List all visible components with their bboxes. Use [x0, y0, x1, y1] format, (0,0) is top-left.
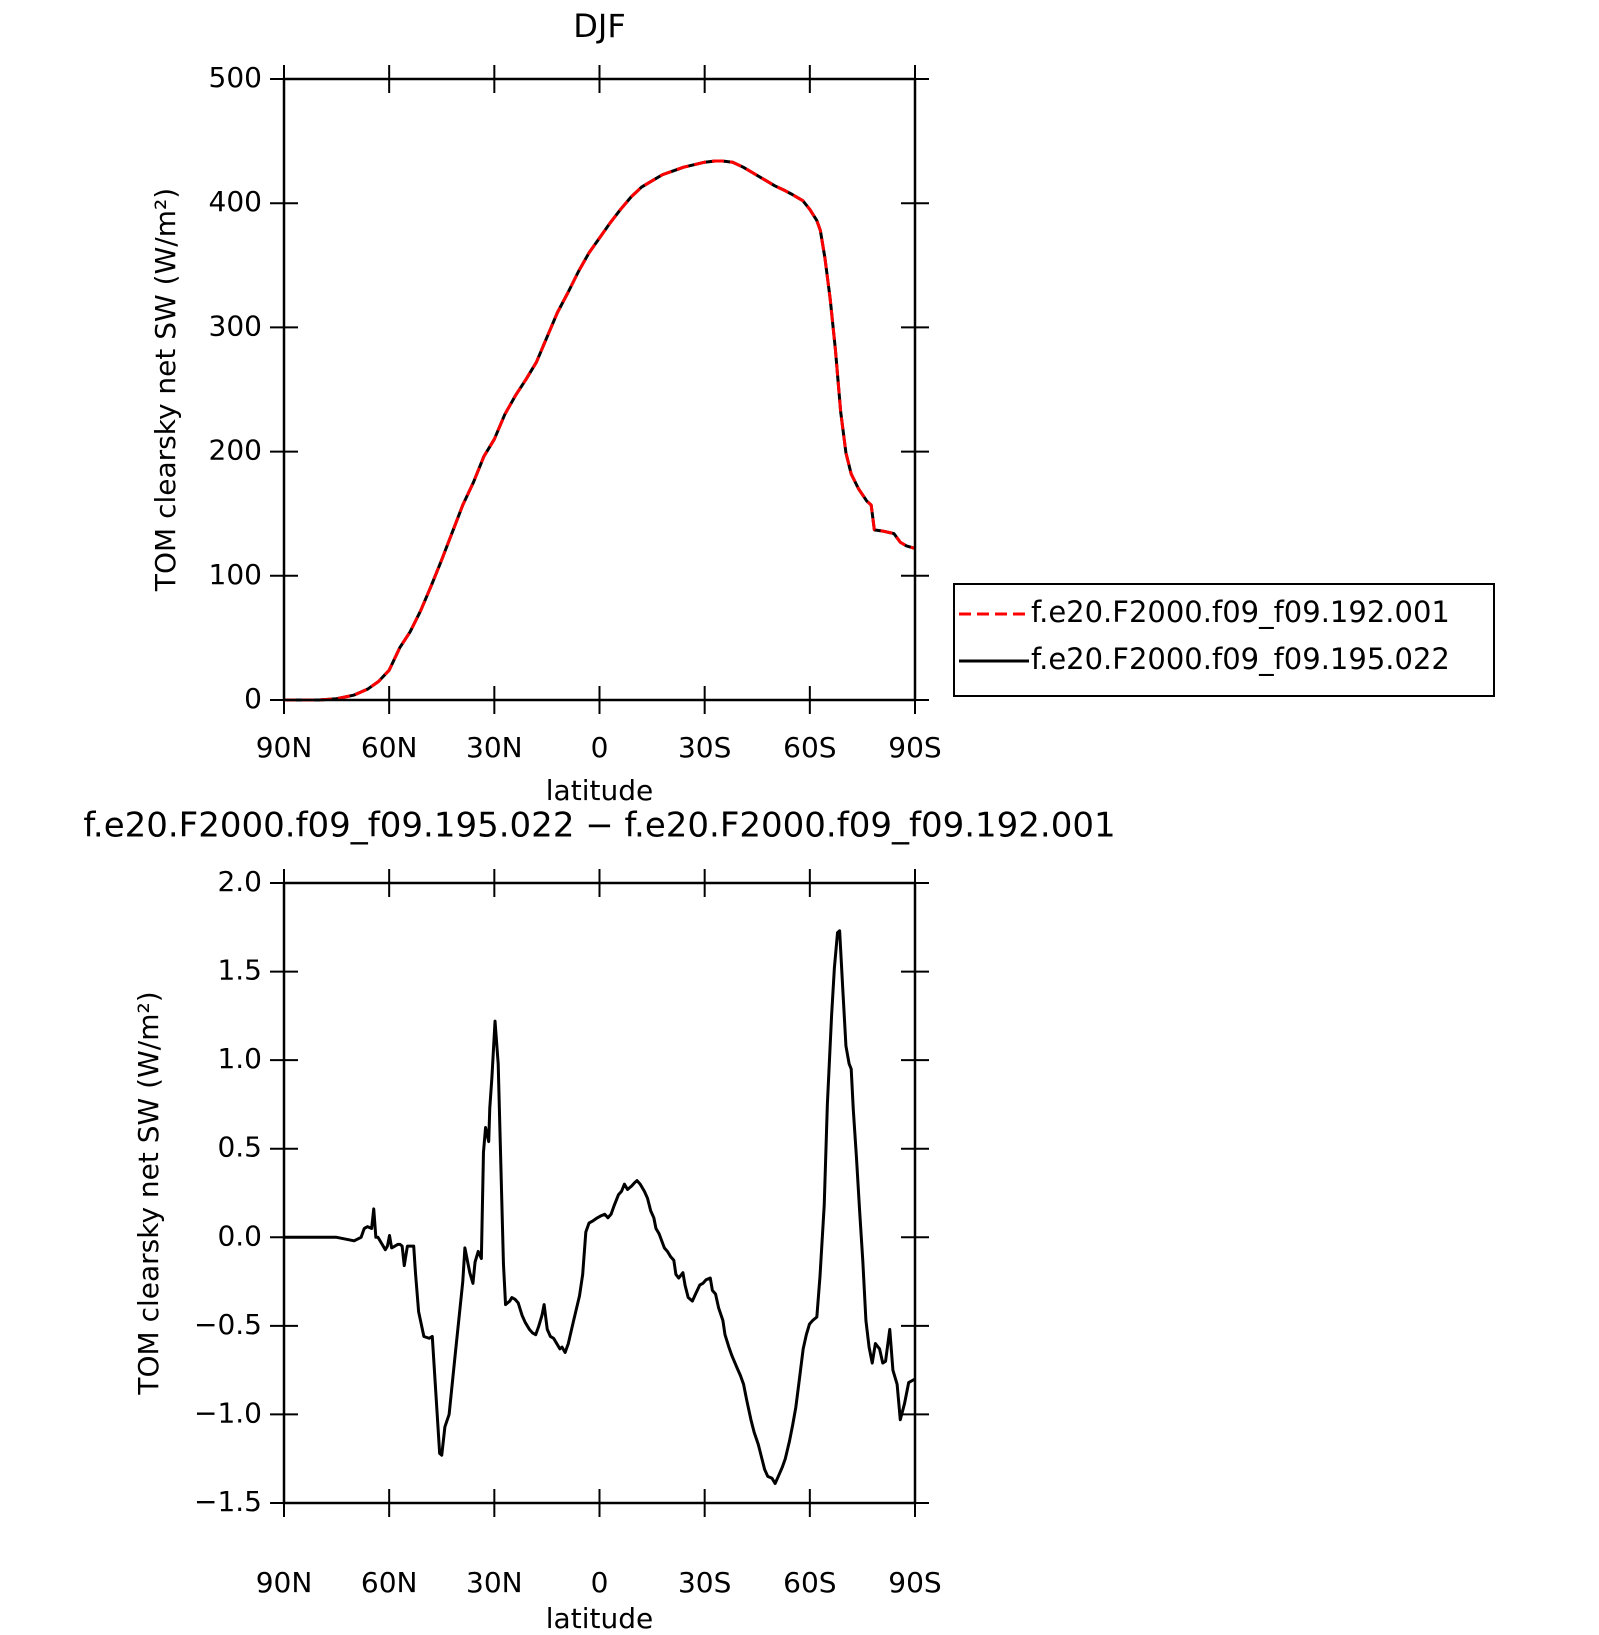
y-tick-label: 0.0	[217, 1219, 262, 1252]
y-tick-label: −0.5	[194, 1308, 262, 1341]
x-tick-label: 0	[591, 731, 609, 764]
legend-label: f.e20.F2000.f09_f09.195.022	[1031, 642, 1450, 676]
plot-frame	[282, 77, 917, 702]
chart-title: DJF	[573, 7, 625, 45]
x-tick-label: 90S	[888, 1566, 941, 1599]
x-axis-label: latitude	[546, 774, 653, 807]
y-tick-label: 400	[209, 185, 262, 218]
plot-frame	[282, 881, 917, 1505]
data-line	[284, 929, 916, 1486]
y-tick-label: 200	[209, 434, 262, 467]
y-tick-label: 0	[244, 682, 262, 715]
x-tick-label: 90N	[256, 1566, 313, 1599]
x-tick-label: 90N	[256, 731, 313, 764]
y-tick-label: −1.5	[194, 1485, 262, 1518]
y-axis-label: TOM clearsky net SW (W/m²)	[149, 188, 182, 592]
x-tick-label: 60N	[361, 1566, 418, 1599]
x-tick-label: 60S	[783, 731, 836, 764]
legend-label: f.e20.F2000.f09_f09.192.001	[1031, 595, 1450, 629]
x-axis-label: latitude	[546, 1602, 653, 1635]
y-tick-label: 0.5	[217, 1131, 262, 1164]
y-tick-label: −1.0	[194, 1396, 262, 1429]
y-axis-label: TOM clearsky net SW (W/m²)	[132, 991, 165, 1395]
y-tick-label: 500	[209, 61, 262, 94]
x-tick-label: 30S	[678, 731, 731, 764]
y-tick-label: 300	[209, 309, 262, 342]
x-tick-label: 30S	[678, 1566, 731, 1599]
x-tick-label: 60N	[361, 731, 418, 764]
y-tick-label: 100	[209, 558, 262, 591]
x-tick-label: 30N	[466, 731, 523, 764]
x-tick-label: 30N	[466, 1566, 523, 1599]
y-tick-label: 1.0	[217, 1042, 262, 1075]
data-line	[284, 159, 916, 702]
data-line	[284, 159, 916, 702]
x-tick-label: 60S	[783, 1566, 836, 1599]
y-tick-label: 1.5	[217, 954, 262, 987]
legend-box	[953, 583, 1495, 697]
x-tick-label: 90S	[888, 731, 941, 764]
chart-title: f.e20.F2000.f09_f09.195.022 − f.e20.F200…	[83, 806, 1115, 846]
x-tick-label: 0	[591, 1566, 609, 1599]
y-tick-label: 2.0	[217, 865, 262, 898]
